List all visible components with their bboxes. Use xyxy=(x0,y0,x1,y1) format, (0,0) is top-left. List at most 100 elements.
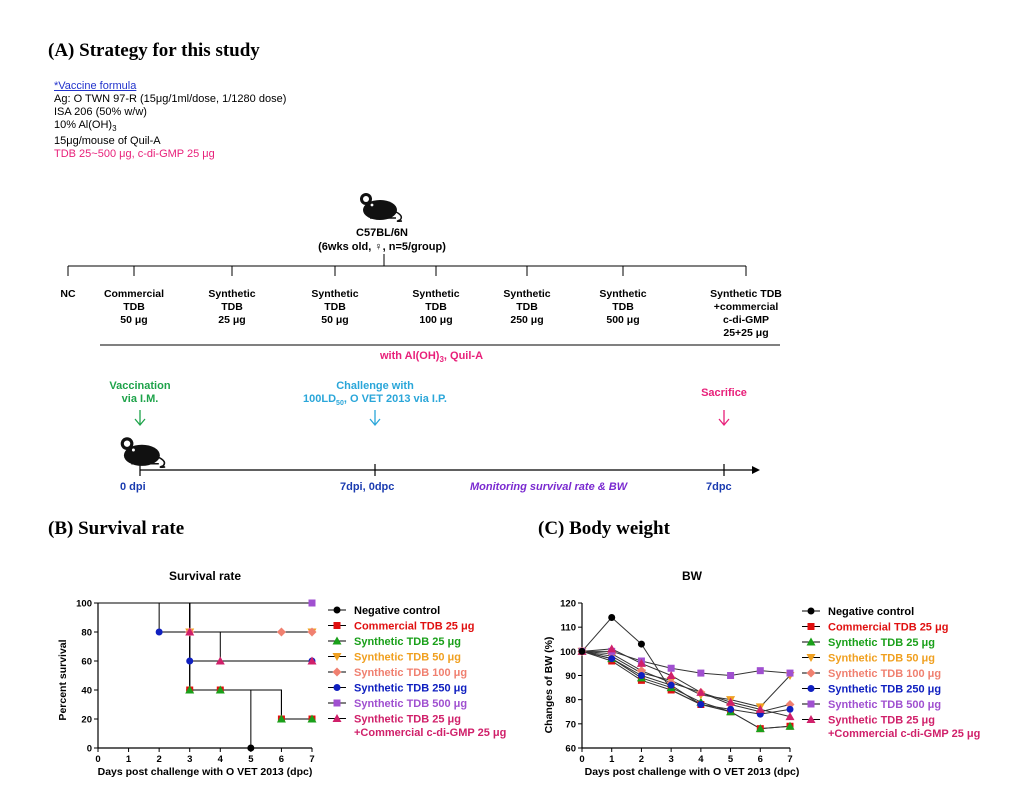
legend-label: Commercial TDB 25 μg xyxy=(828,622,948,634)
data-point xyxy=(727,672,735,679)
legend-marker xyxy=(332,667,342,677)
data-point xyxy=(697,669,705,677)
y-tick-label: 20 xyxy=(81,715,92,726)
mouse-description: C57BL/6N (6wks old, ♀, n=5/group) xyxy=(300,226,464,254)
legend-marker xyxy=(807,623,815,630)
timeline-0dpi: 0 dpi xyxy=(120,481,146,493)
x-axis-label: Days post challenge with O VET 2013 (dpc… xyxy=(98,766,313,778)
x-tick-label: 4 xyxy=(698,754,704,765)
data-point xyxy=(608,655,616,663)
data-point xyxy=(215,685,225,694)
legend-label: Synthetic TDB 50 μg xyxy=(828,653,935,665)
y-tick-label: 60 xyxy=(81,657,92,668)
legend-marker xyxy=(807,607,815,615)
legend-marker xyxy=(333,606,341,614)
sacrifice-label: Sacrifice xyxy=(701,387,747,399)
legend: Negative control Commercial TDB 25 μg Synt… xyxy=(328,605,506,739)
legend-label: +Commercial c-di-GMP 25 μg xyxy=(354,727,506,739)
legend-marker xyxy=(332,653,342,661)
mouse-details: (6wks old, ♀, n=5/group) xyxy=(318,241,446,253)
legend-marker xyxy=(806,637,816,646)
legend-label: +Commercial c-di-GMP 25 μg xyxy=(828,728,980,740)
series-line xyxy=(98,602,312,662)
data-point xyxy=(186,657,194,665)
data-point xyxy=(755,704,765,713)
x-tick-label: 7 xyxy=(309,754,314,765)
legend-label: Commercial TDB 25 μg xyxy=(354,621,474,633)
legend-marker xyxy=(806,715,816,723)
data-point xyxy=(578,647,586,655)
formula-highlight: TDB 25~500 μg, c-di-GMP 25 μg xyxy=(54,148,215,161)
mouse-strain: C57BL/6N xyxy=(356,227,408,239)
group-nc: NC xyxy=(60,288,76,300)
legend-label: Synthetic TDB 100 μg xyxy=(354,667,467,679)
legend-label: Negative control xyxy=(354,605,440,617)
series-line xyxy=(98,602,312,633)
legend-marker xyxy=(807,700,815,708)
x-tick-label: 1 xyxy=(609,754,615,765)
legend-label: Synthetic TDB 500 μg xyxy=(828,699,941,711)
data-point xyxy=(636,666,646,676)
series-line xyxy=(98,602,312,633)
legend-marker xyxy=(332,714,342,722)
legend-label: Negative control xyxy=(828,606,914,618)
formula-line: 15μg/mouse of Quil-A xyxy=(54,135,161,148)
group-diagram-lines xyxy=(67,254,780,476)
legend-label: Synthetic TDB 50 μg xyxy=(354,652,461,664)
y-tick-label: 90 xyxy=(565,671,576,682)
data-point xyxy=(786,669,794,677)
y-tick-label: 0 xyxy=(87,744,92,755)
x-tick-label: 3 xyxy=(668,754,673,765)
legend-marker xyxy=(333,699,341,707)
x-tick-label: 1 xyxy=(126,754,132,765)
group-synthetic-tdb-cdigmp: Synthetic TDB +commercial c-di-GMP 25+25 μg xyxy=(710,288,782,339)
data-point xyxy=(185,627,195,636)
x-axis-label: Days post challenge with O VET 2013 (dpc… xyxy=(585,766,800,778)
legend-marker xyxy=(332,636,342,645)
y-tick-label: 40 xyxy=(81,686,92,697)
x-tick-label: 6 xyxy=(758,754,763,765)
group-synthetic-tdb-50: Synthetic TDB 50 μg xyxy=(311,288,359,326)
data-point xyxy=(727,705,735,713)
chart-title: BW xyxy=(682,569,703,583)
x-tick-label: 6 xyxy=(279,754,284,765)
x-tick-label: 2 xyxy=(156,754,161,765)
legend-label: Synthetic TDB 25 μg xyxy=(828,637,935,649)
data-point xyxy=(308,599,316,607)
legend-label: Synthetic TDB 250 μg xyxy=(828,684,941,696)
y-tick-label: 60 xyxy=(565,744,576,755)
x-tick-label: 2 xyxy=(639,754,644,765)
data-point xyxy=(755,724,765,733)
series-line xyxy=(582,650,791,677)
data-point xyxy=(608,614,616,621)
y-tick-label: 120 xyxy=(560,599,576,610)
section-b-title: (B) Survival rate xyxy=(48,518,185,539)
data-point xyxy=(697,701,705,708)
legend-label: Synthetic TDB 25 μg xyxy=(354,714,461,726)
formula-line: 10% Al(OH)3 xyxy=(54,119,117,134)
mouse-icon xyxy=(360,193,403,222)
data-point xyxy=(636,658,646,667)
y-axis-label: Percent survival xyxy=(57,639,69,720)
data-point xyxy=(307,656,317,665)
legend-marker xyxy=(806,668,816,678)
legend-marker xyxy=(333,684,341,691)
data-point xyxy=(276,714,286,723)
vaccine-formula: *Vaccine formula Ag: O TWN 97-R (15μg/1m… xyxy=(54,80,286,161)
data-point xyxy=(637,672,645,679)
chart-title: Survival rate xyxy=(169,569,241,583)
group-synthetic-tdb-25: Synthetic TDB 25 μg xyxy=(208,288,256,326)
survival-chart: Survival rate 0 20 40 60 80 100 0 1 2 3 4 5 6 7 Days … xyxy=(57,569,506,778)
y-tick-label: 70 xyxy=(565,719,576,730)
mouse-icon xyxy=(120,437,166,468)
x-tick-label: 0 xyxy=(579,754,584,765)
x-tick-label: 5 xyxy=(248,754,254,765)
legend-label: Synthetic TDB 500 μg xyxy=(354,698,467,710)
data-point xyxy=(307,627,317,637)
series-line xyxy=(581,648,791,718)
data-point xyxy=(667,664,675,672)
section-c-title: (C) Body weight xyxy=(538,518,670,539)
y-tick-label: 110 xyxy=(561,623,576,634)
data-point xyxy=(786,705,794,713)
y-tick-label: 80 xyxy=(81,628,92,639)
